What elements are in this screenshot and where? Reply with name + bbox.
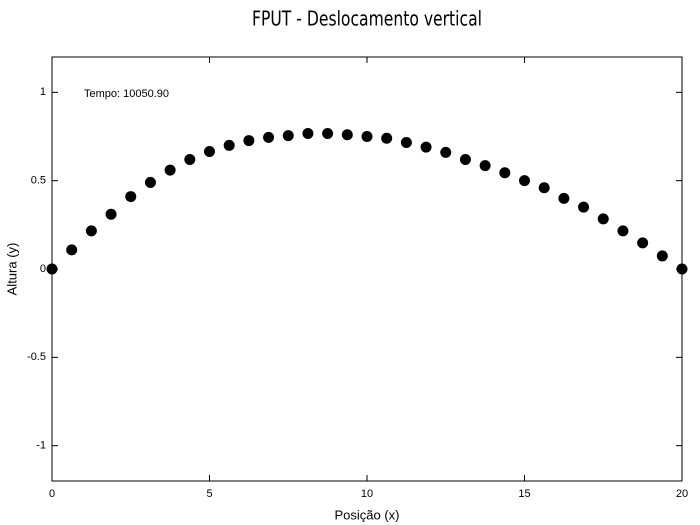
point	[144, 176, 156, 188]
plot-frame	[51, 56, 683, 482]
point	[538, 182, 550, 194]
point	[263, 131, 275, 143]
point	[440, 146, 452, 158]
y-tick-label: 0	[40, 263, 46, 275]
point	[164, 164, 176, 176]
point	[519, 175, 530, 187]
x-tick-label: 5	[206, 488, 212, 500]
point	[617, 225, 629, 237]
point	[637, 237, 649, 249]
point	[597, 213, 609, 225]
y-tick-label: -1	[36, 440, 46, 452]
point	[243, 135, 255, 147]
point	[479, 160, 491, 172]
point	[558, 192, 570, 204]
chart-title: FPUT - Deslocamento vertical	[252, 8, 482, 31]
point	[459, 153, 471, 165]
x-axis-label: Posição (x)	[334, 507, 399, 522]
point	[499, 167, 511, 179]
point	[361, 131, 373, 142]
y-tick-label: 0.5	[31, 175, 46, 187]
x-tick-label: 20	[676, 488, 688, 500]
point	[223, 139, 235, 151]
point	[66, 244, 78, 256]
point	[46, 263, 58, 275]
point	[125, 191, 137, 203]
point	[204, 146, 215, 158]
point	[420, 141, 432, 153]
point	[85, 225, 97, 237]
point	[578, 201, 590, 213]
point	[302, 127, 314, 139]
point	[105, 208, 117, 220]
annotation: Tempo: 10050.90	[84, 88, 169, 100]
point	[656, 250, 668, 262]
point	[676, 263, 688, 275]
point	[322, 127, 334, 139]
point	[184, 153, 196, 165]
point	[282, 130, 294, 142]
point	[381, 132, 393, 144]
x-tick-label: 15	[518, 488, 530, 500]
point	[400, 137, 412, 149]
y-tick-label: -0.5	[27, 351, 46, 363]
y-axis-label: Altura (y)	[4, 243, 19, 296]
x-tick-label: 0	[49, 488, 55, 500]
point	[341, 129, 353, 141]
y-tick-label: 1	[40, 86, 46, 98]
x-tick-label: 10	[361, 488, 373, 500]
